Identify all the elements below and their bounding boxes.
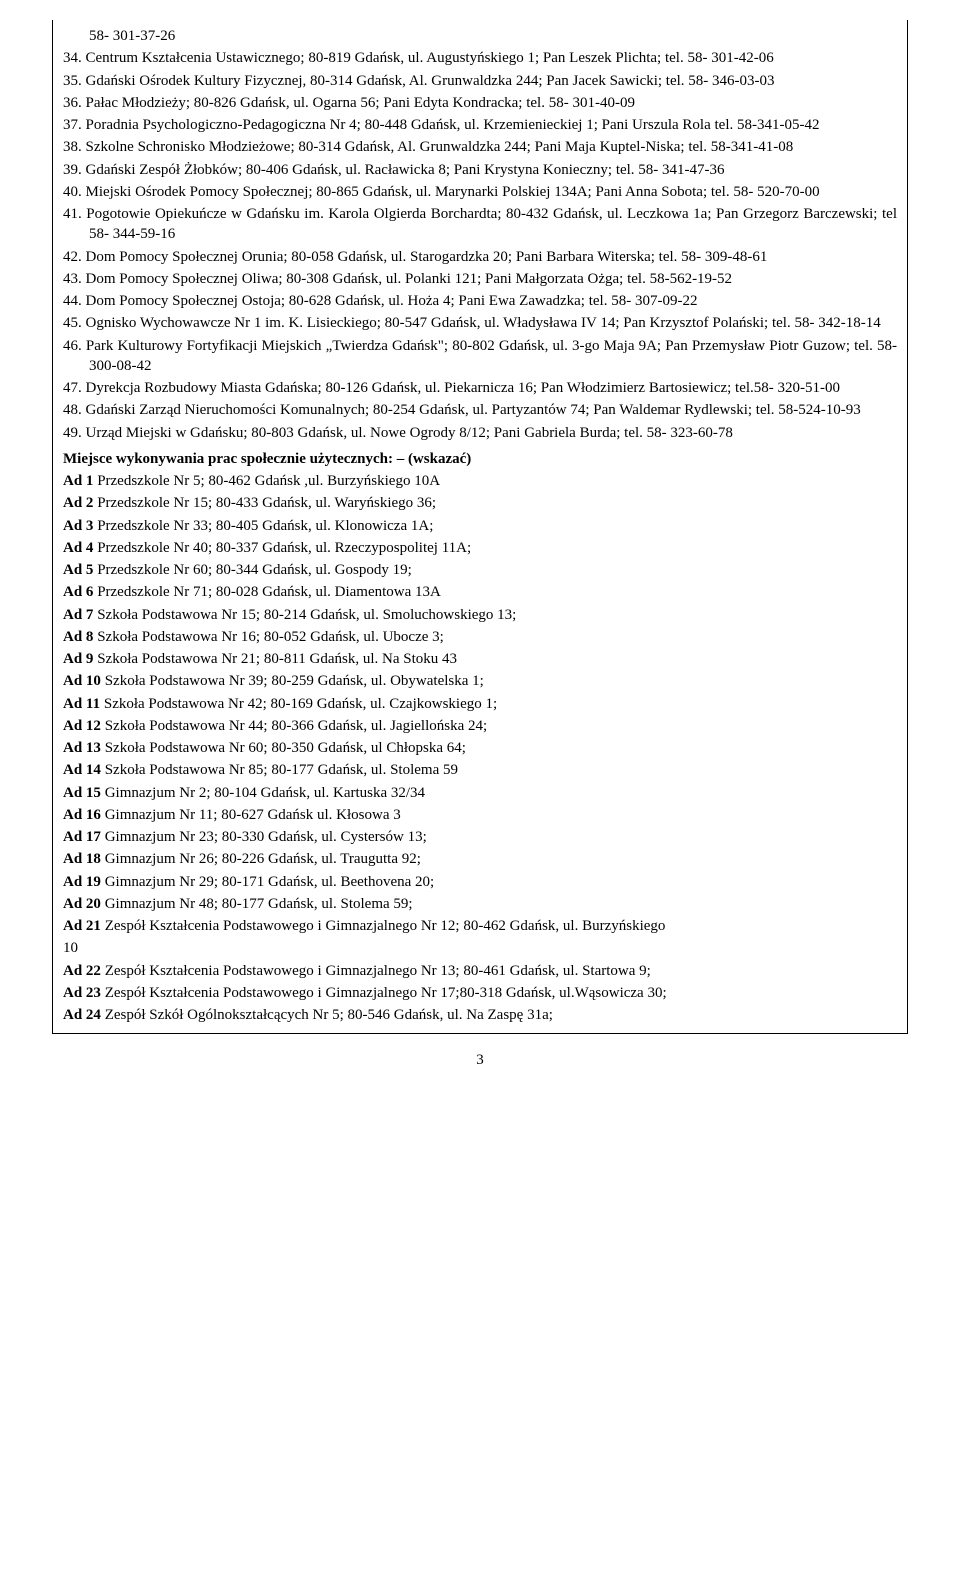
numbered-item: 38. Szkolne Schronisko Młodzieżowe; 80-3… xyxy=(63,137,897,157)
numbered-item: 35. Gdański Ośrodek Kultury Fizycznej, 8… xyxy=(63,71,897,91)
numbered-item: 41. Pogotowie Opiekuńcze w Gdańsku im. K… xyxy=(63,204,897,245)
numbered-item: 47. Dyrekcja Rozbudowy Miasta Gdańska; 8… xyxy=(63,378,897,398)
ad-label: Ad 2 xyxy=(63,495,93,511)
page: 58- 301-37-2634. Centrum Kształcenia Ust… xyxy=(0,0,960,1595)
ad-list: Ad 1 Przedszkole Nr 5; 80-462 Gdańsk ,ul… xyxy=(63,471,897,1025)
ad-label: Ad 16 xyxy=(63,807,101,823)
ad-item: Ad 4 Przedszkole Nr 40; 80-337 Gdańsk, u… xyxy=(63,538,897,558)
ad-label: Ad 20 xyxy=(63,896,101,912)
ad-item: Ad 18 Gimnazjum Nr 26; 80-226 Gdańsk, ul… xyxy=(63,849,897,869)
numbered-item: 39. Gdański Zespół Żłobków; 80-406 Gdańs… xyxy=(63,160,897,180)
section-heading: Miejsce wykonywania prac społecznie użyt… xyxy=(63,449,897,469)
ad-label: Ad 4 xyxy=(63,540,93,556)
numbered-item: 44. Dom Pomocy Społecznej Ostoja; 80-628… xyxy=(63,291,897,311)
ad-item: Ad 10 Szkoła Podstawowa Nr 39; 80-259 Gd… xyxy=(63,671,897,691)
ad-label: Ad 7 xyxy=(63,607,93,623)
ad-item: Ad 2 Przedszkole Nr 15; 80-433 Gdańsk, u… xyxy=(63,493,897,513)
ad-item: Ad 23 Zespół Kształcenia Podstawowego i … xyxy=(63,983,897,1003)
ad-label: Ad 23 xyxy=(63,985,101,1001)
ad-label: Ad 1 xyxy=(63,473,93,489)
ad-label: Ad 17 xyxy=(63,829,101,845)
ad-label: Ad 6 xyxy=(63,584,93,600)
ad-item: Ad 11 Szkoła Podstawowa Nr 42; 80-169 Gd… xyxy=(63,694,897,714)
ad-item: Ad 5 Przedszkole Nr 60; 80-344 Gdańsk, u… xyxy=(63,560,897,580)
ad-item: Ad 20 Gimnazjum Nr 48; 80-177 Gdańsk, ul… xyxy=(63,894,897,914)
ad-label: Ad 12 xyxy=(63,718,101,734)
ad-label: Ad 8 xyxy=(63,629,93,645)
ad-label: Ad 13 xyxy=(63,740,101,756)
content-frame: 58- 301-37-2634. Centrum Kształcenia Ust… xyxy=(52,20,908,1034)
ad-item: Ad 3 Przedszkole Nr 33; 80-405 Gdańsk, u… xyxy=(63,516,897,536)
ad-item: Ad 13 Szkoła Podstawowa Nr 60; 80-350 Gd… xyxy=(63,738,897,758)
ad-label: Ad 19 xyxy=(63,874,101,890)
ad-label: Ad 18 xyxy=(63,851,101,867)
ad-item: Ad 16 Gimnazjum Nr 11; 80-627 Gdańsk ul.… xyxy=(63,805,897,825)
ad-label: Ad 11 xyxy=(63,696,100,712)
ad-item: Ad 22 Zespół Kształcenia Podstawowego i … xyxy=(63,961,897,981)
numbered-item: 42. Dom Pomocy Społecznej Orunia; 80-058… xyxy=(63,247,897,267)
ad-item: Ad 8 Szkoła Podstawowa Nr 16; 80-052 Gda… xyxy=(63,627,897,647)
numbered-item: 34. Centrum Kształcenia Ustawicznego; 80… xyxy=(63,48,897,68)
numbered-item: 48. Gdański Zarząd Nieruchomości Komunal… xyxy=(63,400,897,420)
ad-label: Ad 5 xyxy=(63,562,93,578)
numbered-item: 58- 301-37-26 xyxy=(63,26,897,46)
ad-item: Ad 14 Szkoła Podstawowa Nr 85; 80-177 Gd… xyxy=(63,760,897,780)
numbered-item: 46. Park Kulturowy Fortyfikacji Miejskic… xyxy=(63,336,897,377)
numbered-item: 49. Urząd Miejski w Gdańsku; 80-803 Gdań… xyxy=(63,423,897,443)
ad-label: Ad 10 xyxy=(63,673,101,689)
ad-label: Ad 22 xyxy=(63,963,101,979)
ad-item: Ad 7 Szkoła Podstawowa Nr 15; 80-214 Gda… xyxy=(63,605,897,625)
ad-item: Ad 15 Gimnazjum Nr 2; 80-104 Gdańsk, ul.… xyxy=(63,783,897,803)
numbered-item: 37. Poradnia Psychologiczno-Pedagogiczna… xyxy=(63,115,897,135)
ad-item: Ad 24 Zespół Szkół Ogólnokształcących Nr… xyxy=(63,1005,897,1025)
numbered-list: 58- 301-37-2634. Centrum Kształcenia Ust… xyxy=(63,26,897,443)
numbered-item: 45. Ognisko Wychowawcze Nr 1 im. K. Lisi… xyxy=(63,313,897,333)
numbered-item: 40. Miejski Ośrodek Pomocy Społecznej; 8… xyxy=(63,182,897,202)
ad-label: Ad 15 xyxy=(63,785,101,801)
ad-item: Ad 19 Gimnazjum Nr 29; 80-171 Gdańsk, ul… xyxy=(63,872,897,892)
ad-item: Ad 1 Przedszkole Nr 5; 80-462 Gdańsk ,ul… xyxy=(63,471,897,491)
ad-item: Ad 12 Szkoła Podstawowa Nr 44; 80-366 Gd… xyxy=(63,716,897,736)
ad-label: Ad 9 xyxy=(63,651,93,667)
ad-label: Ad 3 xyxy=(63,518,93,534)
page-number: 3 xyxy=(52,1050,908,1070)
ad-item: Ad 9 Szkoła Podstawowa Nr 21; 80-811 Gda… xyxy=(63,649,897,669)
ad-label: Ad 24 xyxy=(63,1007,101,1023)
ad-item: Ad 6 Przedszkole Nr 71; 80-028 Gdańsk, u… xyxy=(63,582,897,602)
ad-label: Ad 14 xyxy=(63,762,101,778)
ad-item: Ad 21 Zespół Kształcenia Podstawowego i … xyxy=(63,916,897,936)
ad-item: Ad 17 Gimnazjum Nr 23; 80-330 Gdańsk, ul… xyxy=(63,827,897,847)
numbered-item: 43. Dom Pomocy Społecznej Oliwa; 80-308 … xyxy=(63,269,897,289)
ad-label: Ad 21 xyxy=(63,918,101,934)
ad-item-continuation: 10 xyxy=(63,938,897,958)
numbered-item: 36. Pałac Młodzieży; 80-826 Gdańsk, ul. … xyxy=(63,93,897,113)
